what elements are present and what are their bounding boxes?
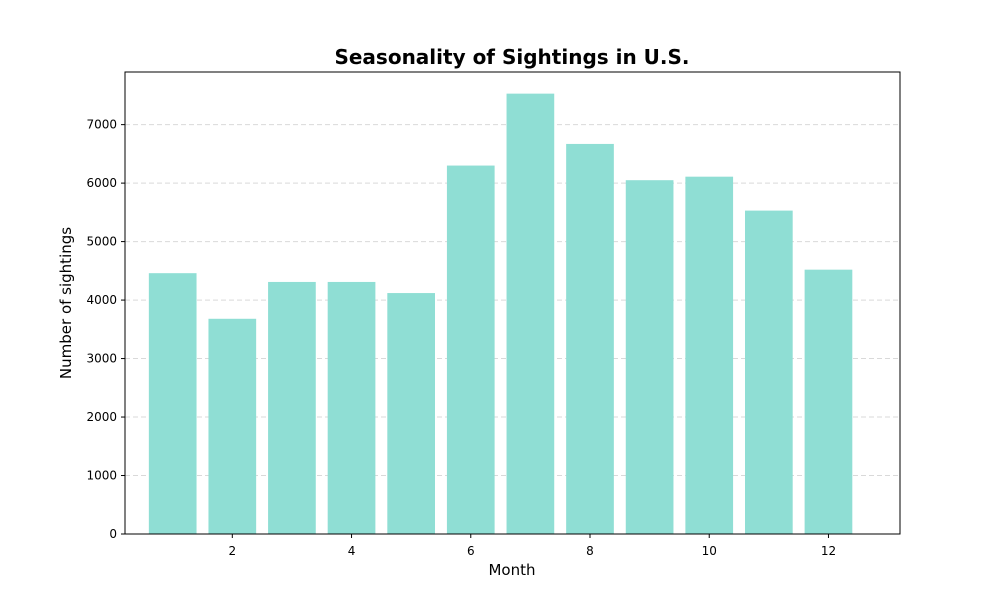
y-axis-label: Number of sightings (57, 227, 75, 379)
bar-month-8 (566, 143, 614, 534)
y-tick-label: 3000 (86, 352, 117, 366)
y-tick-label: 5000 (86, 235, 117, 249)
bar-month-11 (745, 210, 793, 534)
x-tick-label: 8 (586, 544, 594, 558)
bar-month-12 (804, 269, 853, 534)
y-tick-label: 2000 (86, 410, 117, 424)
chart-title: Seasonality of Sightings in U.S. (334, 45, 689, 69)
x-tick-label: 4 (348, 544, 356, 558)
bar-month-10 (685, 176, 734, 534)
bar-month-4 (327, 281, 376, 534)
x-axis-label: Month (488, 561, 535, 579)
bar-month-1 (148, 273, 197, 534)
x-axis-ticks: 2 4 6 8 10 12 (228, 534, 836, 558)
y-tick-label: 1000 (86, 469, 117, 483)
plot-frame (124, 71, 901, 535)
bars (148, 93, 853, 535)
bar-month-2 (208, 318, 257, 534)
y-tick-label: 0 (109, 527, 117, 541)
bar-month-3 (268, 281, 316, 534)
bar-month-6 (446, 165, 495, 534)
x-tick-label: 6 (467, 544, 475, 558)
x-tick-label: 10 (702, 544, 717, 558)
bar-month-9 (625, 180, 674, 534)
y-tick-label: 6000 (86, 176, 117, 190)
bar-month-7 (506, 93, 555, 535)
y-tick-label: 7000 (86, 118, 117, 132)
bar-month-5 (387, 293, 435, 534)
x-tick-label: 12 (821, 544, 836, 558)
y-axis-ticks: 0 1000 2000 3000 4000 5000 6000 7000 (86, 118, 125, 541)
y-tick-label: 4000 (86, 293, 117, 307)
x-tick-label: 2 (228, 544, 236, 558)
